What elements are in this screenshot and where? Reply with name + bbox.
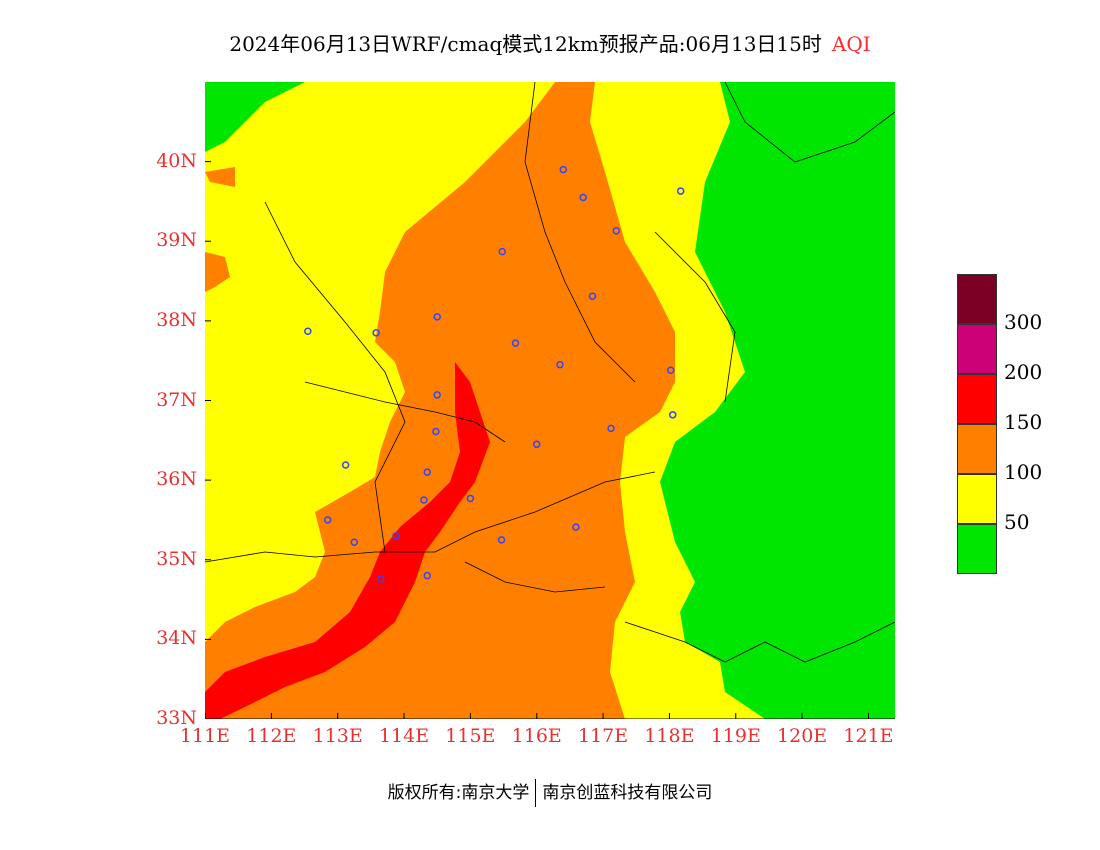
city-marker <box>432 427 440 436</box>
city-marker <box>588 292 597 300</box>
city-marker <box>668 411 677 419</box>
city-marker <box>511 339 520 347</box>
legend-label: 300 <box>1004 310 1043 334</box>
city-marker <box>572 523 580 531</box>
city-marker <box>676 187 685 195</box>
lon-tick-label: 116E <box>511 725 562 747</box>
legend-swatch <box>957 424 997 474</box>
city-marker <box>423 571 432 580</box>
lat-tick-label: 34N <box>156 627 197 650</box>
lat-tick-label: 39N <box>156 229 197 252</box>
legend-label: 150 <box>1004 410 1043 434</box>
city-marker <box>532 440 541 449</box>
city-marker <box>667 366 675 374</box>
lon-tick-label: 113E <box>312 725 363 747</box>
legend-label: 50 <box>1004 510 1030 534</box>
city-marker <box>323 516 332 524</box>
lat-tick-label: 33N <box>156 707 197 729</box>
aqi-legend <box>957 274 997 574</box>
aqi-zone-unhealthy-sensitive-west <box>205 252 230 292</box>
city-marker <box>304 327 312 335</box>
legend-label: 100 <box>1004 460 1043 484</box>
city-marker <box>559 165 568 174</box>
lat-tick-label: 38N <box>156 308 197 331</box>
title-variable: AQI <box>831 32 871 56</box>
map-title: 2024年06月13日WRF/cmaq模式12km预报产品:06月13日15时 A… <box>0 28 1100 57</box>
footer-separator <box>535 779 537 807</box>
city-marker <box>497 536 506 544</box>
legend-swatch <box>957 274 997 324</box>
lon-tick-label: 114E <box>378 725 430 747</box>
city-marker <box>556 360 564 369</box>
city-marker <box>607 424 615 433</box>
city-marker <box>392 532 400 540</box>
lon-tick-label: 115E <box>445 725 496 747</box>
lon-tick-label: 118E <box>644 725 695 747</box>
city-marker <box>579 193 587 202</box>
lat-tick-label: 36N <box>156 468 197 491</box>
legend-label: 200 <box>1004 360 1043 384</box>
legend-swatch <box>957 474 997 524</box>
lon-tick-label: 111E <box>179 725 231 747</box>
city-markers <box>304 165 685 583</box>
city-marker <box>377 575 385 583</box>
city-marker <box>498 247 506 256</box>
lon-tick-label: 121E <box>843 725 894 747</box>
boundary-lines <box>205 82 895 663</box>
aqi-map <box>205 82 895 719</box>
legend-swatch <box>957 524 997 574</box>
copyright-left: 版权所有:南京大学 <box>387 783 530 803</box>
city-marker <box>350 538 359 546</box>
lon-tick-label: 120E <box>777 725 828 747</box>
lat-tick-label: 40N <box>156 149 197 172</box>
copyright-right: 南京创蓝科技有限公司 <box>542 783 713 803</box>
lat-tick-label: 35N <box>156 547 197 570</box>
title-main: 2024年06月13日WRF/cmaq模式12km预报产品:06月13日15时 <box>229 32 822 56</box>
city-marker <box>466 494 475 503</box>
city-marker <box>341 461 350 469</box>
city-marker <box>433 391 441 399</box>
legend-swatch <box>957 324 997 374</box>
lat-tick-label: 37N <box>156 388 197 411</box>
lon-tick-label: 119E <box>710 725 761 747</box>
aqi-zone-unhealthy-sensitive-north <box>205 167 235 187</box>
legend-swatch <box>957 374 997 424</box>
city-marker <box>372 329 380 337</box>
aqi-zone-unhealthy-sensitive <box>205 82 675 719</box>
aqi-zone-unhealthy <box>205 362 490 719</box>
city-marker <box>420 496 428 504</box>
city-marker <box>433 313 441 321</box>
lon-tick-label: 112E <box>246 725 297 747</box>
city-marker <box>423 468 432 476</box>
city-marker <box>612 227 621 235</box>
lon-tick-label: 117E <box>577 725 629 747</box>
copyright-footer: 版权所有:南京大学 南京创蓝科技有限公司 <box>0 778 1100 807</box>
